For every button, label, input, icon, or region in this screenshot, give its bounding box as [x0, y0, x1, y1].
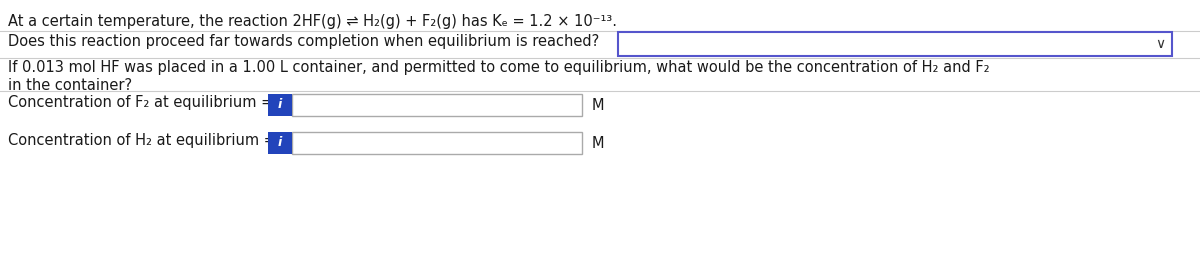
Text: ∨: ∨ [1154, 37, 1165, 51]
FancyBboxPatch shape [268, 94, 292, 116]
Text: At a certain temperature, the reaction 2HF(g) ⇌ H₂(g) + F₂(g) has Kₑ = 1.2 × 10⁻: At a certain temperature, the reaction 2… [8, 14, 617, 29]
FancyBboxPatch shape [618, 32, 1172, 56]
FancyBboxPatch shape [292, 132, 582, 154]
Text: i: i [278, 136, 282, 149]
Text: Does this reaction proceed far towards completion when equilibrium is reached?: Does this reaction proceed far towards c… [8, 34, 599, 49]
Text: in the container?: in the container? [8, 78, 132, 93]
FancyBboxPatch shape [268, 132, 292, 154]
Text: M: M [592, 98, 605, 113]
Text: If 0.013 mol HF was placed in a 1.00 L container, and permitted to come to equil: If 0.013 mol HF was placed in a 1.00 L c… [8, 60, 990, 75]
Text: i: i [278, 99, 282, 112]
Text: Concentration of H₂ at equilibrium =: Concentration of H₂ at equilibrium = [8, 133, 276, 148]
FancyBboxPatch shape [292, 94, 582, 116]
Text: M: M [592, 135, 605, 150]
Text: Concentration of F₂ at equilibrium =: Concentration of F₂ at equilibrium = [8, 95, 274, 110]
